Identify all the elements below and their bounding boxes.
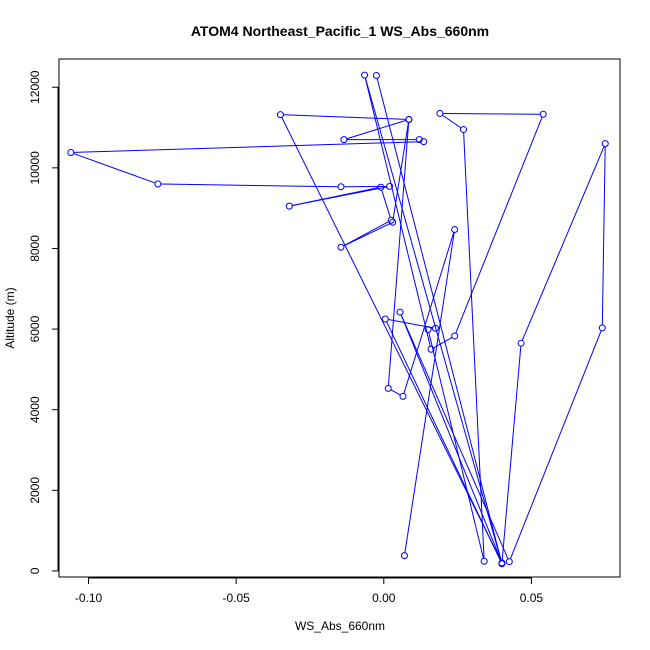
y-tick-label: 8000	[28, 235, 42, 262]
series-segment	[343, 223, 391, 247]
data-point	[387, 216, 395, 224]
series-segment	[381, 189, 391, 218]
series-segment	[400, 314, 509, 560]
x-tick-label: 0.00	[372, 591, 396, 605]
chart-title: ATOM4 Northeast_Pacific_1 WS_Abs_660nm	[191, 23, 489, 39]
series-segment	[509, 330, 602, 560]
series-segment	[73, 141, 421, 153]
data-point	[67, 149, 75, 157]
data-point	[460, 126, 468, 134]
data-point	[451, 332, 459, 340]
data-point	[381, 315, 389, 323]
series-layer	[67, 71, 609, 568]
data-point	[276, 111, 284, 119]
series-segment	[455, 116, 543, 334]
series-segment	[364, 77, 502, 561]
data-point	[337, 183, 345, 191]
data-point	[285, 202, 293, 210]
series-segment	[404, 232, 455, 553]
plot-frame	[58, 58, 621, 578]
series-segment	[521, 146, 605, 341]
data-point	[377, 183, 385, 191]
series-segment	[364, 77, 431, 347]
x-tick-label: -0.05	[222, 591, 250, 605]
data-point	[539, 110, 547, 118]
y-tick-label: 12000	[28, 70, 42, 104]
series-segment	[433, 336, 453, 349]
data-point	[498, 560, 506, 568]
data-point	[601, 140, 609, 148]
data-point	[405, 115, 413, 123]
data-point	[340, 136, 348, 144]
series-segment	[386, 321, 502, 562]
y-axis-title: Altitude (m)	[3, 287, 17, 348]
x-tick-label: -0.10	[75, 591, 103, 605]
series-segment	[390, 389, 401, 396]
data-point	[480, 557, 488, 565]
data-point	[427, 345, 435, 353]
data-point	[598, 324, 606, 332]
series-segment	[283, 114, 406, 120]
data-point	[420, 138, 428, 146]
y-tick-label: 10000	[28, 151, 42, 185]
data-point	[517, 339, 525, 347]
data-point	[154, 180, 162, 188]
x-axis-title: WS_Abs_660nm	[295, 619, 385, 633]
series-segment	[160, 183, 338, 188]
data-point	[361, 71, 369, 79]
data-point	[400, 552, 408, 560]
series-segment	[376, 78, 502, 561]
data-point	[424, 325, 432, 333]
data-point	[372, 72, 380, 80]
data-point	[337, 243, 345, 251]
y-tick-label: 2000	[28, 477, 42, 504]
x-axis: -0.10 -0.05 0.00 0.05	[75, 577, 544, 605]
series-segment	[428, 332, 484, 559]
series-segment	[403, 232, 455, 394]
series-segment	[501, 346, 522, 561]
series-segment	[442, 112, 541, 115]
data-point	[384, 384, 392, 392]
y-axis: 0 2000 4000 6000 8000 10000 12000	[28, 70, 59, 574]
data-point	[451, 226, 459, 234]
y-tick-label: 0	[28, 567, 42, 574]
series-segment	[400, 314, 502, 561]
series-segment	[292, 187, 379, 207]
series-segment	[73, 153, 156, 184]
series-segment	[442, 114, 462, 129]
data-point	[386, 182, 394, 190]
series-segment	[387, 122, 410, 386]
data-point	[415, 136, 423, 144]
data-point	[396, 308, 404, 316]
data-point	[399, 392, 407, 400]
series-segment	[346, 119, 407, 140]
data-point	[431, 324, 439, 332]
data-point	[505, 558, 513, 566]
series-segment	[601, 146, 606, 325]
y-tick-label: 4000	[28, 396, 42, 423]
x-tick-label: 0.05	[520, 591, 544, 605]
y-tick-label: 6000	[28, 315, 42, 342]
data-point	[389, 218, 397, 226]
data-point	[436, 109, 444, 117]
series-segment	[281, 117, 502, 561]
